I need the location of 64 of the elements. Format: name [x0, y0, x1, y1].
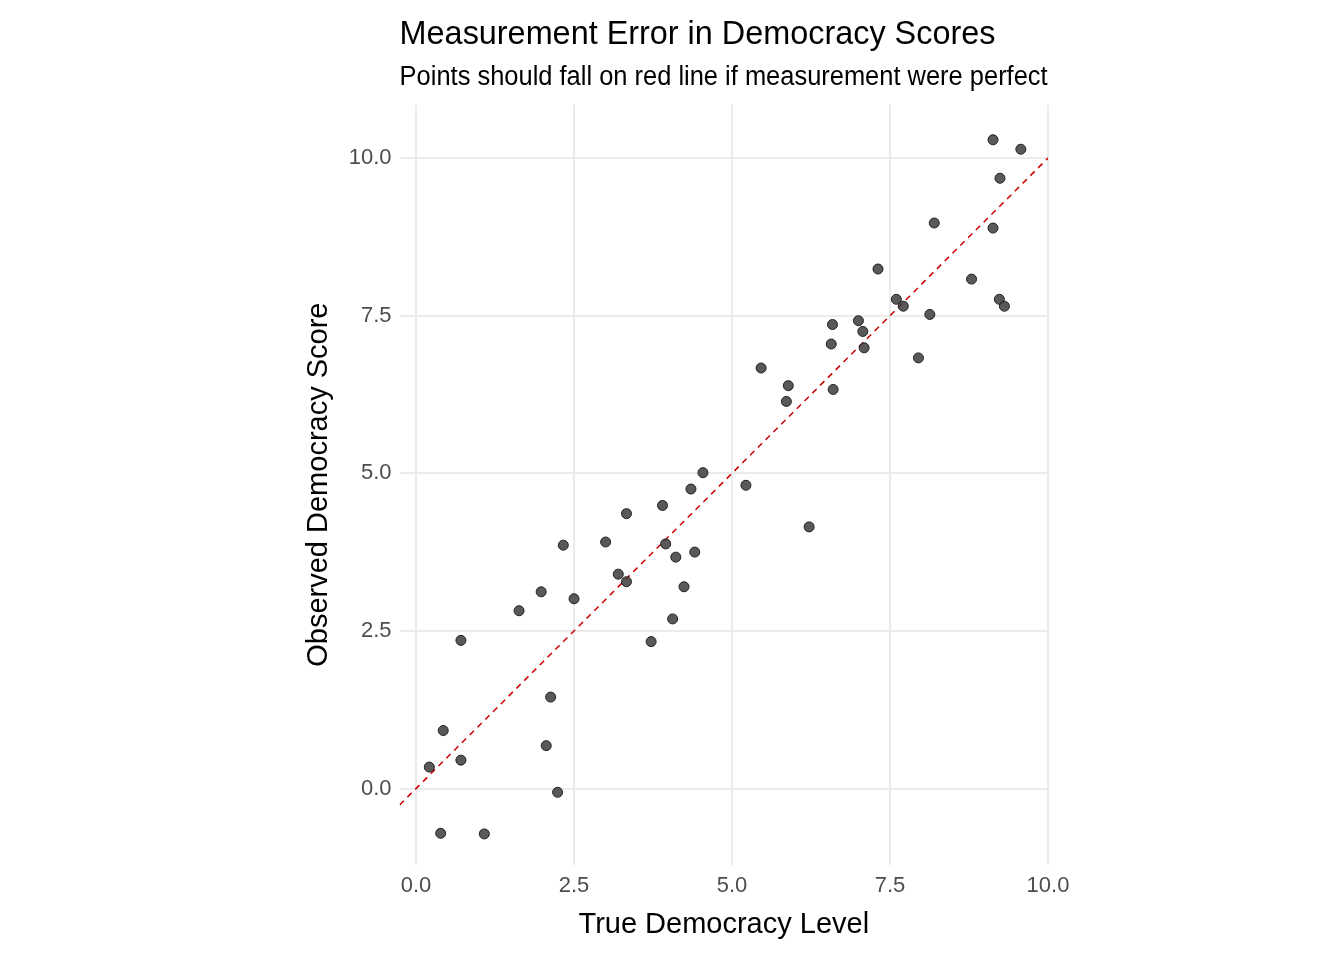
- point: [924, 308, 936, 320]
- point: [827, 383, 839, 395]
- chart-title: Measurement Error in Democracy Scores: [399, 15, 996, 52]
- point: [667, 613, 679, 625]
- point: [827, 319, 839, 331]
- point: [455, 634, 467, 646]
- x-tick-label: 10.0: [1026, 872, 1070, 898]
- point: [535, 586, 547, 598]
- point: [987, 134, 999, 146]
- point: [620, 576, 632, 588]
- point: [782, 380, 794, 392]
- point: [993, 293, 1005, 305]
- point: [660, 538, 672, 550]
- point: [966, 273, 978, 285]
- point: [435, 827, 447, 839]
- point: [890, 293, 902, 305]
- point: [685, 483, 697, 495]
- point: [645, 636, 657, 648]
- point: [858, 342, 870, 354]
- point: [568, 593, 580, 605]
- point: [740, 479, 752, 491]
- point: [697, 467, 709, 479]
- point: [857, 325, 869, 337]
- y-tick-label: 7.5: [361, 301, 392, 327]
- point: [987, 222, 999, 234]
- x-tick-label: 0.0: [400, 872, 432, 898]
- point: [994, 172, 1006, 184]
- x-tick-label: 7.5: [874, 872, 906, 898]
- point: [803, 521, 815, 533]
- point: [545, 691, 557, 703]
- point: [825, 338, 837, 350]
- point: [620, 508, 632, 520]
- y-tick-label: 0.0: [361, 774, 392, 800]
- point: [423, 761, 435, 773]
- point: [657, 499, 669, 511]
- chart-subtitle: Points should fall on red line if measurement were perfect: [399, 60, 1049, 92]
- point: [600, 536, 612, 548]
- x-tick-label: 5.0: [716, 872, 748, 898]
- point: [455, 754, 467, 766]
- point: [998, 300, 1010, 312]
- point: [540, 740, 552, 752]
- point: [1015, 143, 1027, 155]
- point: [928, 217, 940, 229]
- point: [689, 546, 701, 558]
- point: [478, 828, 490, 840]
- y-tick-label: 2.5: [361, 616, 392, 642]
- x-tick-label: 2.5: [558, 872, 590, 898]
- point: [897, 300, 909, 312]
- point: [912, 352, 924, 364]
- point: [755, 362, 767, 374]
- point: [852, 315, 864, 327]
- point: [678, 581, 690, 593]
- point: [872, 263, 884, 275]
- point: [670, 551, 682, 563]
- y-tick-label: 10.0: [348, 144, 392, 170]
- x-axis-title: True Democracy Level: [578, 906, 870, 939]
- point: [780, 395, 792, 407]
- point: [557, 539, 569, 551]
- point: [552, 786, 564, 798]
- y-tick-label: 5.0: [361, 459, 392, 485]
- point: [513, 605, 525, 617]
- point: [437, 725, 449, 737]
- y-axis-title: Observed Democracy Score: [301, 302, 334, 667]
- point: [612, 568, 624, 580]
